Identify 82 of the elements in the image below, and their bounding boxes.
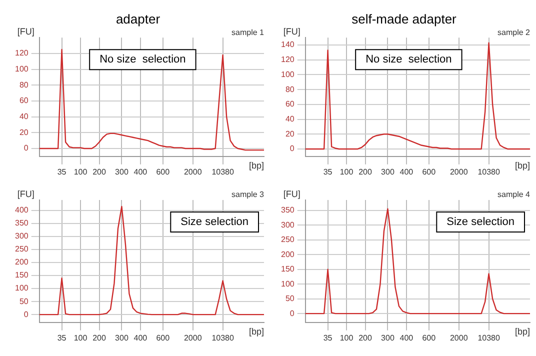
chart-title: adapter — [116, 11, 161, 26]
x-tick-label: 400 — [400, 167, 414, 176]
x-axis-title: [bp] — [248, 326, 264, 336]
y-axis-title: [FU] — [17, 188, 34, 199]
x-tick-label: 200 — [358, 333, 372, 342]
y-tick-label: 350 — [14, 218, 29, 228]
y-tick-label: 200 — [280, 250, 295, 259]
x-tick-label: 35 — [323, 333, 333, 342]
text: sample 1 — [232, 28, 265, 37]
x-tick-label: 300 — [115, 333, 129, 342]
x-tick-label: 35 — [323, 167, 333, 176]
y-tick-label: 150 — [280, 264, 295, 274]
chart-title: self-made adapter — [352, 11, 458, 26]
x-tick-label: 200 — [92, 333, 106, 342]
x-tick-label: 100 — [340, 167, 354, 176]
y-axis-title: [FU] — [17, 26, 34, 37]
x-tick-label: 10380 — [212, 167, 234, 176]
text: sample 3 — [232, 190, 265, 200]
y-tick-label: 100 — [280, 279, 295, 288]
x-axis-title: [bp] — [248, 160, 264, 170]
x-tick-label: 2000 — [450, 333, 468, 342]
x-axis-title: [bp] — [514, 326, 530, 336]
y-tick-label: 20 — [19, 128, 29, 137]
y-tick-label: 100 — [280, 70, 295, 79]
text: sample 4 — [498, 190, 531, 200]
annotation: No size selection — [366, 54, 452, 66]
y-tick-label: 350 — [280, 206, 295, 215]
text: sample 2 — [498, 28, 531, 37]
annotation: Size selection — [446, 216, 515, 228]
x-tick-label: 200 — [92, 167, 106, 176]
x-tick-label: 35 — [57, 333, 67, 342]
x-tick-label: 300 — [115, 167, 129, 176]
x-tick-label: 35 — [57, 167, 67, 176]
x-tick-label: 100 — [74, 333, 88, 342]
y-tick-label: 0 — [24, 310, 29, 319]
y-tick-label: 50 — [285, 294, 295, 304]
y-tick-label: 20 — [285, 129, 295, 138]
y-tick-label: 140 — [280, 40, 295, 50]
x-tick-label: 600 — [156, 333, 170, 342]
x-tick-label: 10380 — [478, 333, 500, 342]
y-tick-label: 0 — [290, 144, 295, 154]
x-tick-label: 2000 — [184, 167, 202, 176]
annotation: No size selection — [100, 54, 186, 66]
x-tick-label: 10380 — [212, 333, 234, 342]
x-tick-label: 200 — [358, 167, 372, 176]
annotation: Size selection — [180, 216, 249, 228]
y-tick-label: 0 — [24, 144, 29, 153]
x-tick-label: 600 — [156, 167, 170, 176]
x-tick-label: 2000 — [450, 167, 468, 176]
y-tick-label: 40 — [285, 114, 295, 124]
y-tick-label: 300 — [14, 232, 29, 241]
x-tick-label: 100 — [74, 167, 88, 176]
y-tick-label: 80 — [19, 80, 29, 90]
y-tick-label: 120 — [280, 55, 295, 64]
x-tick-label: 300 — [381, 333, 395, 342]
x-tick-label: 100 — [340, 333, 354, 342]
y-tick-label: 150 — [14, 270, 29, 280]
x-tick-label: 400 — [134, 333, 148, 342]
y-tick-label: 40 — [19, 112, 29, 122]
y-tick-label: 60 — [285, 100, 295, 109]
y-tick-label: 200 — [14, 258, 29, 267]
x-tick-label: 10380 — [478, 167, 500, 176]
x-tick-label: 400 — [134, 167, 148, 176]
y-tick-label: 100 — [14, 64, 29, 74]
x-tick-label: 600 — [422, 333, 436, 342]
x-tick-label: 2000 — [184, 333, 202, 342]
y-tick-label: 100 — [14, 284, 29, 293]
x-tick-label: 600 — [422, 167, 436, 176]
y-tick-label: 60 — [19, 96, 29, 106]
x-axis-title: [bp] — [514, 160, 530, 170]
y-tick-label: 250 — [280, 235, 295, 244]
y-tick-label: 400 — [14, 206, 29, 215]
y-tick-label: 120 — [14, 48, 29, 58]
x-tick-label: 400 — [400, 333, 414, 342]
y-tick-label: 0 — [290, 308, 295, 318]
y-axis-title: [FU] — [283, 26, 300, 37]
y-tick-label: 300 — [280, 220, 295, 230]
y-tick-label: 50 — [19, 296, 29, 306]
y-tick-label: 250 — [14, 244, 29, 254]
y-tick-label: 80 — [285, 84, 295, 94]
x-tick-label: 300 — [381, 167, 395, 176]
y-axis-title: [FU] — [283, 188, 300, 199]
